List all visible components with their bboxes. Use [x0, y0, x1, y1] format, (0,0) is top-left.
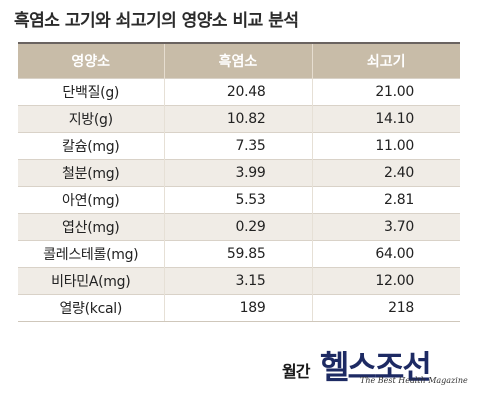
cell-beef-value: 11.00	[311, 132, 460, 160]
cell-goat-value: 0.29	[163, 213, 312, 241]
cell-nutrient: 단백질(g)	[18, 78, 164, 106]
brand-logo: 월간 헬스조선 The Best Health Magazine	[282, 346, 468, 390]
cell-beef-value: 3.70	[311, 213, 460, 241]
cell-beef-value: 64.00	[311, 240, 460, 268]
header-beef: 쇠고기	[311, 44, 460, 79]
page-title: 흑염소 고기와 쇠고기의 영양소 비교 분석	[14, 11, 299, 31]
table-row: 철분(mg) 3.99 2.40	[18, 159, 460, 187]
logo-tagline: The Best Health Magazine	[360, 376, 468, 385]
cell-goat-value: 20.48	[163, 78, 312, 106]
cell-goat-value: 59.85	[163, 240, 312, 268]
table-row: 열량(kcal) 189 218	[18, 294, 460, 322]
cell-goat-value: 5.53	[163, 186, 312, 214]
table-row: 아연(mg) 5.53 2.81	[18, 186, 460, 214]
cell-beef-value: 12.00	[311, 267, 460, 295]
cell-nutrient: 칼슘(mg)	[18, 132, 164, 160]
table-row: 지방(g) 10.82 14.10	[18, 105, 460, 133]
table-row: 비타민A(mg) 3.15 12.00	[18, 267, 460, 295]
cell-nutrient: 지방(g)	[18, 105, 164, 133]
cell-nutrient: 아연(mg)	[18, 186, 164, 214]
cell-beef-value: 21.00	[311, 78, 460, 106]
cell-nutrient: 철분(mg)	[18, 159, 164, 187]
cell-goat-value: 10.82	[163, 105, 312, 133]
cell-beef-value: 218	[311, 294, 460, 322]
table-header-row: 영양소 흑염소 쇠고기	[18, 44, 460, 79]
cell-goat-value: 7.35	[163, 132, 312, 160]
logo-prefix: 월간	[282, 362, 310, 381]
cell-goat-value: 3.15	[163, 267, 312, 295]
cell-nutrient: 콜레스테롤(mg)	[18, 240, 164, 268]
cell-goat-value: 189	[163, 294, 312, 322]
cell-nutrient: 열량(kcal)	[18, 294, 164, 322]
cell-nutrient: 비타민A(mg)	[18, 267, 164, 295]
cell-beef-value: 2.40	[311, 159, 460, 187]
header-goat: 흑염소	[163, 44, 312, 79]
header-nutrient: 영양소	[18, 44, 164, 79]
cell-beef-value: 2.81	[311, 186, 460, 214]
nutrition-table-container: 영양소 흑염소 쇠고기 단백질(g) 20.48 21.00 지방(g) 10.82 14…	[18, 42, 460, 322]
table-row: 칼슘(mg) 7.35 11.00	[18, 132, 460, 160]
cell-beef-value: 14.10	[311, 105, 460, 133]
cell-goat-value: 3.99	[163, 159, 312, 187]
table-body: 단백질(g) 20.48 21.00 지방(g) 10.82 14.10 칼슘(mg) 7.3…	[18, 78, 460, 322]
logo-name: 헬스조선	[320, 348, 432, 386]
nutrition-comparison-table: 영양소 흑염소 쇠고기 단백질(g) 20.48 21.00 지방(g) 10.82 14…	[18, 44, 460, 322]
cell-nutrient: 엽산(mg)	[18, 213, 164, 241]
table-row: 엽산(mg) 0.29 3.70	[18, 213, 460, 241]
table-row: 단백질(g) 20.48 21.00	[18, 78, 460, 106]
table-row: 콜레스테롤(mg) 59.85 64.00	[18, 240, 460, 268]
